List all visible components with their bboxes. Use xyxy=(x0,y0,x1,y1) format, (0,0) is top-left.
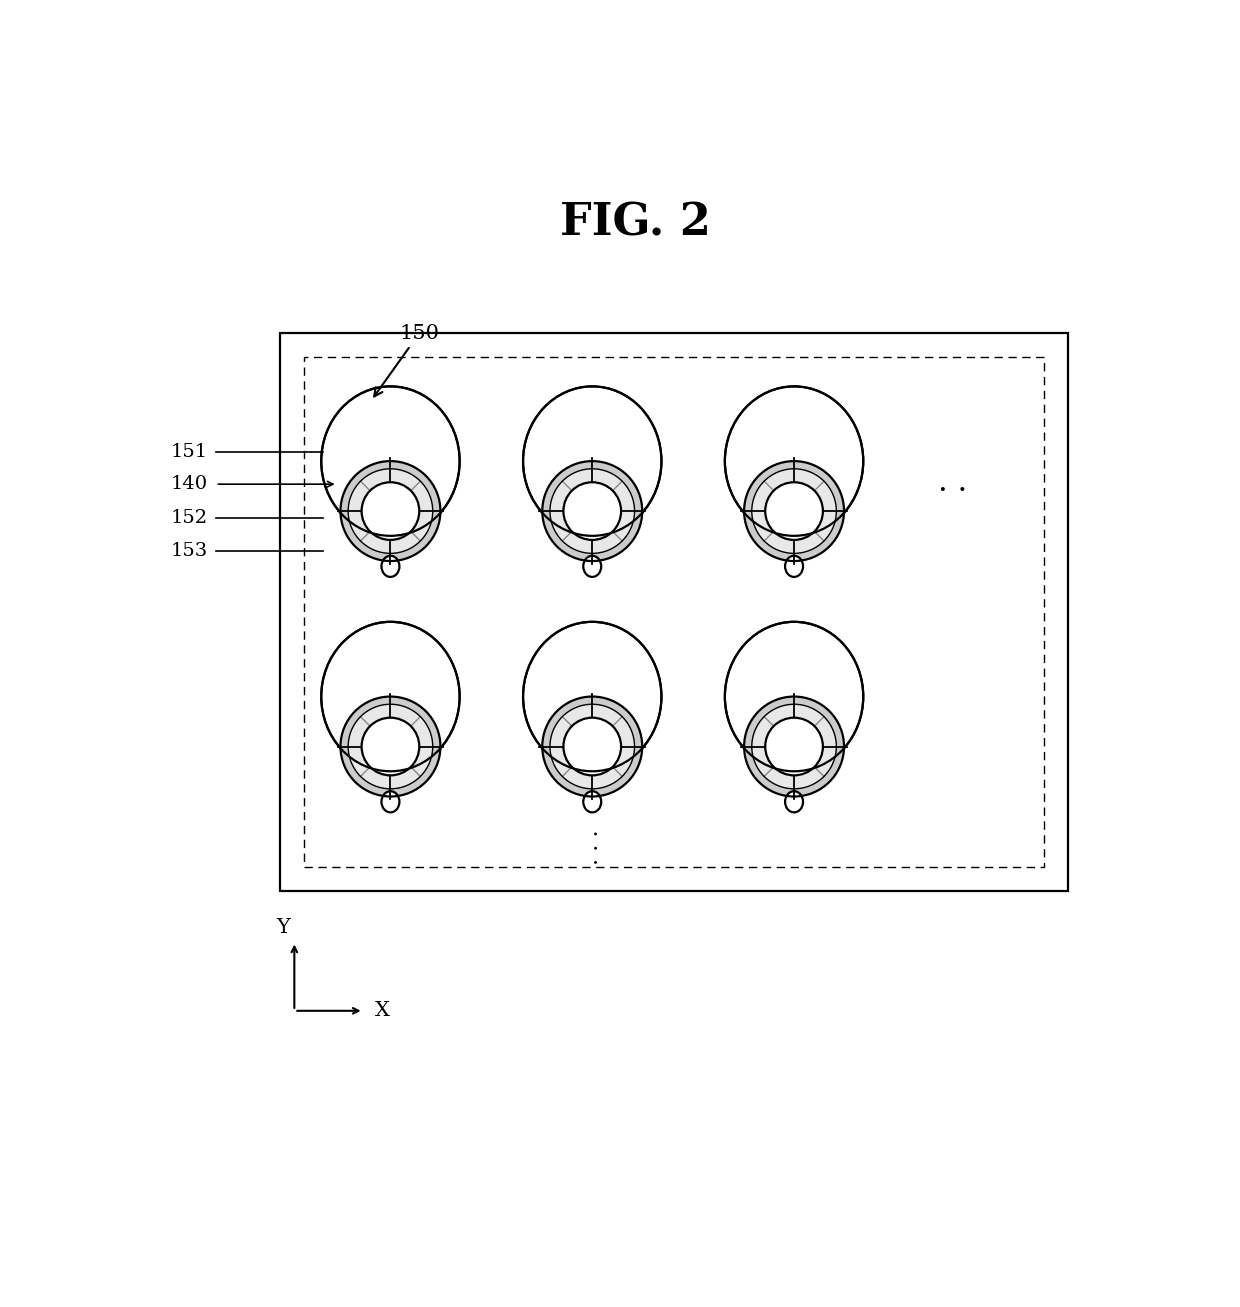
Ellipse shape xyxy=(725,622,863,771)
Circle shape xyxy=(751,469,836,553)
Circle shape xyxy=(348,704,433,789)
Text: 153: 153 xyxy=(171,542,208,561)
Circle shape xyxy=(765,482,823,540)
Circle shape xyxy=(563,718,621,775)
Bar xyxy=(304,357,1044,867)
Circle shape xyxy=(744,697,844,796)
Circle shape xyxy=(542,697,642,796)
Text: 152: 152 xyxy=(171,508,208,527)
Ellipse shape xyxy=(523,622,661,771)
Ellipse shape xyxy=(583,791,601,813)
Circle shape xyxy=(551,704,635,789)
Circle shape xyxy=(348,469,433,553)
Ellipse shape xyxy=(785,555,804,576)
Bar xyxy=(280,333,1068,890)
Text: 151: 151 xyxy=(171,443,208,461)
Text: FIG. 2: FIG. 2 xyxy=(560,201,711,244)
Ellipse shape xyxy=(321,387,460,536)
Circle shape xyxy=(362,718,419,775)
Text: 140: 140 xyxy=(171,476,208,493)
Ellipse shape xyxy=(785,791,804,813)
Ellipse shape xyxy=(321,622,460,771)
Ellipse shape xyxy=(583,555,601,576)
Text: Y: Y xyxy=(277,918,290,937)
Text: . . .: . . . xyxy=(582,830,603,865)
Ellipse shape xyxy=(523,387,661,536)
Circle shape xyxy=(563,482,621,540)
Ellipse shape xyxy=(382,791,399,813)
Circle shape xyxy=(765,718,823,775)
Circle shape xyxy=(341,461,440,561)
Text: . .: . . xyxy=(937,467,967,498)
Circle shape xyxy=(744,461,844,561)
Text: X: X xyxy=(374,1001,389,1021)
Circle shape xyxy=(542,461,642,561)
Circle shape xyxy=(341,697,440,796)
Circle shape xyxy=(751,704,836,789)
Circle shape xyxy=(362,482,419,540)
Text: 150: 150 xyxy=(374,324,439,396)
Ellipse shape xyxy=(725,387,863,536)
Ellipse shape xyxy=(382,555,399,576)
Circle shape xyxy=(551,469,635,553)
